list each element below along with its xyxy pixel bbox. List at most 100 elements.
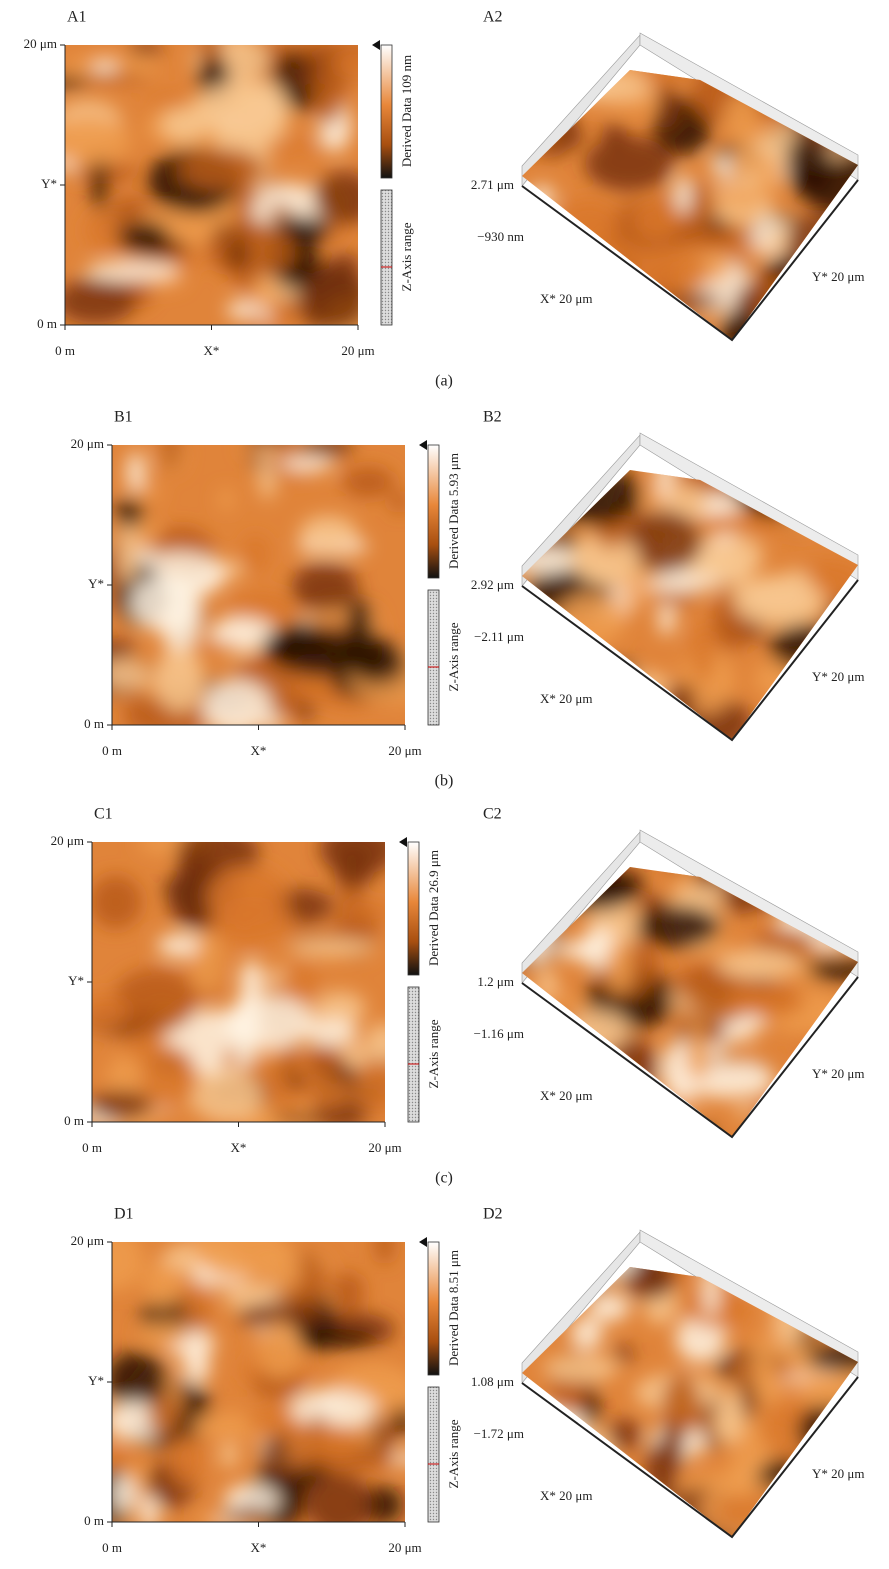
texture-blob	[90, 875, 142, 928]
texture-blob	[642, 1125, 717, 1144]
texture-blob	[581, 1239, 606, 1256]
texture-blob	[140, 1046, 197, 1109]
afm-map	[85, 1214, 433, 1537]
texture-blob	[818, 458, 883, 499]
texture-blob	[533, 1446, 582, 1490]
z-max-label: 2.92 μm	[471, 577, 514, 592]
panel-label: A1	[67, 9, 87, 26]
texture	[85, 1214, 433, 1537]
texture-blob	[547, 45, 601, 76]
texture-blob	[606, 939, 632, 994]
texture-blob	[161, 422, 180, 471]
texture-blob	[45, 116, 132, 166]
y-axis-label: Y* 20 μm	[812, 1466, 864, 1481]
texture-blob	[529, 1439, 550, 1465]
texture-blob	[536, 969, 559, 1006]
texture-blob	[529, 186, 555, 208]
marker	[419, 440, 427, 450]
texture-blob	[280, 456, 333, 472]
texture-blob	[549, 714, 598, 752]
texture-blob	[500, 849, 570, 882]
x-tick-label: 20 μm	[368, 1140, 401, 1155]
z-range-label: Z-Axis range	[399, 222, 414, 291]
afm-map	[80, 414, 441, 737]
texture-blob	[333, 843, 375, 889]
texture-blob	[639, 1504, 683, 1520]
texture-blob	[552, 1261, 606, 1278]
texture-blob	[306, 1473, 372, 1536]
figure: A120 μmY*0 m0 mX*20 μmDerived Data 109 n…	[0, 0, 889, 1569]
texture-blob	[795, 317, 833, 338]
texture-blob	[584, 1036, 658, 1097]
y-tick-label: 0 m	[84, 716, 104, 731]
texture-blob	[808, 957, 872, 981]
texture-blob	[796, 1038, 886, 1064]
texture-blob	[333, 1272, 365, 1311]
texture-blob	[342, 467, 394, 497]
texture-blob	[588, 54, 608, 69]
y-tick-label: 0 m	[37, 316, 57, 331]
texture-blob	[556, 661, 638, 675]
texture-blob	[589, 1293, 630, 1321]
texture-blob	[241, 534, 269, 572]
texture-blob	[809, 1518, 862, 1528]
panel-label: D1	[114, 1206, 134, 1223]
texture-blob	[834, 475, 871, 534]
texture-blob	[88, 1091, 153, 1120]
texture-blob	[227, 301, 258, 318]
texture-blob	[781, 429, 857, 476]
texture-blob	[844, 42, 868, 69]
texture-blob	[518, 847, 585, 887]
colorbar-label: Derived Data 8.51 μm	[446, 1250, 461, 1366]
y-tick-label: 20 μm	[71, 1233, 104, 1248]
texture-blob	[657, 85, 678, 131]
texture-blob	[222, 1507, 268, 1521]
texture-blob	[312, 62, 345, 125]
texture-blob	[614, 1346, 635, 1362]
texture-blob	[622, 1258, 676, 1300]
x-axis-label: X* 20 μm	[540, 291, 592, 306]
texture-blob	[807, 1247, 886, 1286]
texture-blob	[130, 575, 202, 632]
texture-blob	[293, 1329, 374, 1348]
y-tick-label: Y*	[88, 1373, 104, 1388]
texture-blob	[83, 72, 149, 83]
y-axis-label: Y* 20 μm	[812, 269, 864, 284]
texture-blob	[571, 643, 598, 680]
x-tick-label: 20 μm	[388, 743, 421, 758]
texture-blob	[797, 1399, 889, 1462]
y-tick-label: 20 μm	[71, 436, 104, 451]
texture-blob	[571, 1317, 603, 1349]
texture-blob	[155, 647, 204, 712]
x-tick-label: 0 m	[102, 1540, 122, 1555]
texture-blob	[550, 1065, 631, 1082]
texture-blob	[717, 563, 748, 579]
x-tick-label: 0 m	[82, 1140, 102, 1155]
colorbar	[381, 45, 392, 178]
texture-blob	[777, 699, 801, 749]
texture-blob	[637, 896, 668, 908]
texture-blob	[544, 1355, 618, 1382]
texture-blob	[800, 691, 842, 724]
texture-blob	[760, 1248, 798, 1308]
texture-blob	[752, 1366, 780, 1399]
x-axis-label: X* 20 μm	[540, 691, 592, 706]
colorbar	[428, 445, 439, 578]
marker	[399, 837, 407, 847]
texture-blob	[202, 679, 271, 735]
z-range-label: Z-Axis range	[446, 622, 461, 691]
texture-blob	[182, 1277, 212, 1336]
texture-blob	[826, 883, 881, 911]
texture-blob	[550, 1519, 604, 1534]
texture-blob	[113, 196, 149, 218]
texture-blob	[291, 563, 358, 612]
texture-blob	[659, 603, 675, 635]
z-range-label: Z-Axis range	[426, 1019, 441, 1088]
panel-label: B1	[114, 409, 133, 426]
colorbar-label: Derived Data 26.9 μm	[426, 850, 441, 966]
texture-blob	[715, 1392, 745, 1445]
texture-blob	[530, 434, 591, 477]
texture-blob	[258, 447, 276, 500]
texture-blob	[546, 659, 638, 717]
